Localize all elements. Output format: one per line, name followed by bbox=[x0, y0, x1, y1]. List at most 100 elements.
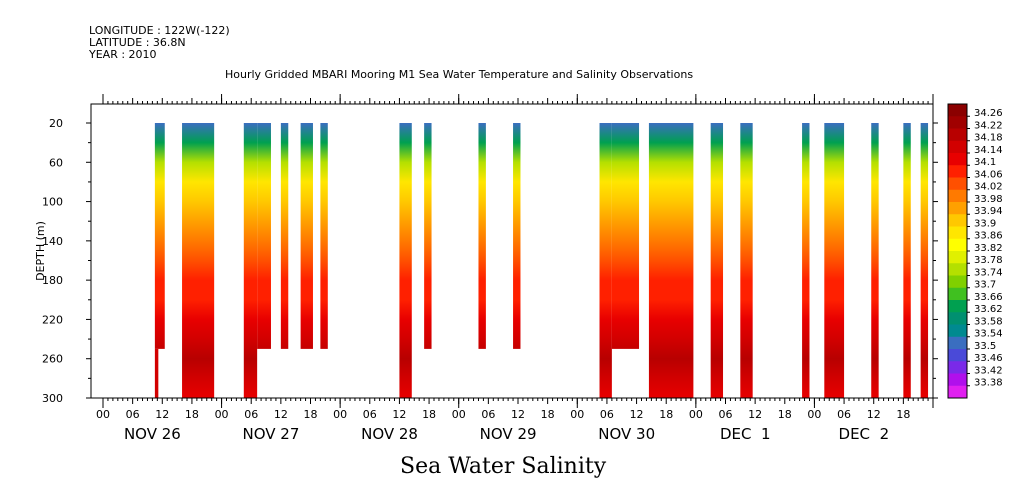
x-day-label: NOV 27 bbox=[243, 425, 300, 443]
colorbar-swatch bbox=[948, 153, 967, 166]
variable-title: Sea Water Salinity bbox=[400, 454, 607, 479]
x-hour-label: 12 bbox=[392, 408, 406, 421]
x-hour-label: 12 bbox=[630, 408, 644, 421]
colorbar-label: 33.5 bbox=[974, 341, 996, 352]
data-segment bbox=[871, 123, 879, 398]
colorbar-label: 33.46 bbox=[974, 353, 1003, 364]
colorbar-label: 33.54 bbox=[974, 329, 1003, 340]
data-segment bbox=[154, 123, 165, 349]
x-hour-label: 12 bbox=[155, 408, 169, 421]
data-segment bbox=[257, 123, 271, 349]
colorbar-label: 33.82 bbox=[974, 243, 1003, 254]
colorbar-swatch bbox=[948, 263, 967, 276]
colorbar-label: 33.86 bbox=[974, 231, 1003, 242]
x-hour-label: 00 bbox=[570, 408, 584, 421]
x-day-label: NOV 30 bbox=[598, 425, 655, 443]
colorbar-label: 34.02 bbox=[974, 182, 1003, 193]
colorbar-label: 33.74 bbox=[974, 267, 1003, 278]
x-hour-label: 06 bbox=[719, 408, 733, 421]
colorbar-swatch bbox=[948, 226, 967, 240]
colorbar-label: 34.22 bbox=[974, 120, 1003, 131]
colorbar-swatch bbox=[948, 177, 967, 191]
x-hour-label: 12 bbox=[274, 408, 288, 421]
colorbar-swatch bbox=[948, 300, 967, 313]
x-hour-label: 06 bbox=[363, 408, 377, 421]
y-tick-label: 300 bbox=[42, 392, 63, 405]
x-day-label: DEC 1 bbox=[720, 425, 771, 443]
data-segment bbox=[320, 123, 328, 349]
data-segment bbox=[399, 123, 412, 398]
x-hour-label: 18 bbox=[778, 408, 792, 421]
colorbar-swatch bbox=[948, 361, 967, 374]
x-hour-label: 06 bbox=[600, 408, 614, 421]
data-segment bbox=[648, 123, 694, 398]
y-axis-label: DEPTH (m) bbox=[34, 221, 47, 281]
colorbar-label: 34.14 bbox=[974, 145, 1003, 156]
x-axis: 00 06 12 18 00 06 12 18 00 06 12 18 00 06 12 18 00 06 12 18… bbox=[96, 94, 934, 443]
plot-frame bbox=[90, 103, 934, 399]
colorbar-swatch bbox=[948, 373, 967, 387]
data-segment bbox=[903, 123, 911, 398]
colorbar-label: 33.38 bbox=[974, 378, 1003, 389]
data-segment bbox=[513, 123, 521, 349]
x-hour-label: 18 bbox=[659, 408, 673, 421]
x-hour-label: 18 bbox=[185, 408, 199, 421]
y-tick-label: 20 bbox=[49, 117, 63, 130]
colorbar-swatch bbox=[948, 104, 967, 117]
x-hour-label: 00 bbox=[689, 408, 703, 421]
data-segment bbox=[599, 123, 612, 398]
x-hour-label: 12 bbox=[511, 408, 525, 421]
colorbar-label: 34.1 bbox=[974, 157, 996, 168]
colorbar-label: 33.58 bbox=[974, 316, 1003, 327]
y-tick-label: 60 bbox=[49, 156, 63, 169]
chart-title: Hourly Gridded MBARI Mooring M1 Sea Wate… bbox=[225, 68, 694, 81]
colorbar-swatch bbox=[948, 189, 967, 203]
x-hour-label: 06 bbox=[837, 408, 851, 421]
x-day-label: NOV 29 bbox=[480, 425, 537, 443]
y-tick-label: 180 bbox=[42, 274, 63, 287]
colorbar-swatch bbox=[948, 287, 967, 301]
x-hour-label: 00 bbox=[333, 408, 347, 421]
colorbar-swatch bbox=[948, 385, 967, 399]
year-label: YEAR : 2010 bbox=[89, 48, 157, 61]
x-hour-label: 18 bbox=[422, 408, 436, 421]
data-segment bbox=[182, 123, 215, 398]
x-hour-label: 06 bbox=[244, 408, 258, 421]
x-hour-label: 12 bbox=[748, 408, 762, 421]
colorbar-label: 33.62 bbox=[974, 304, 1003, 315]
data-segment-deep bbox=[154, 348, 159, 398]
data-segment bbox=[300, 123, 313, 349]
data-segment bbox=[824, 123, 845, 398]
plot-area bbox=[90, 103, 934, 399]
colorbar-label: 34.26 bbox=[974, 108, 1003, 119]
colorbar-label: 33.9 bbox=[974, 218, 996, 229]
colorbar-swatch bbox=[948, 336, 967, 350]
colorbar-swatch bbox=[948, 275, 967, 289]
x-day-label: NOV 26 bbox=[124, 425, 181, 443]
x-hour-label: 00 bbox=[807, 408, 821, 421]
x-hour-label: 00 bbox=[96, 408, 110, 421]
x-hour-label: 12 bbox=[867, 408, 881, 421]
colorbar-swatch bbox=[948, 349, 967, 362]
colorbar-label: 33.94 bbox=[974, 206, 1003, 217]
colorbar-label: 33.66 bbox=[974, 292, 1003, 303]
colorbar-swatch bbox=[948, 251, 967, 264]
colorbar: 34.2634.2234.1834.1434.134.0634.0233.983… bbox=[947, 103, 1003, 399]
y-tick-label: 140 bbox=[42, 235, 63, 248]
x-hour-label: 18 bbox=[304, 408, 318, 421]
data-segment bbox=[740, 123, 753, 398]
colorbar-label: 34.18 bbox=[974, 133, 1003, 144]
x-hour-label: 00 bbox=[215, 408, 229, 421]
data-segment bbox=[920, 123, 929, 398]
x-hour-label: 00 bbox=[452, 408, 466, 421]
x-day-label: DEC 2 bbox=[839, 425, 890, 443]
colorbar-label: 33.7 bbox=[974, 280, 996, 291]
x-hour-label: 06 bbox=[126, 408, 140, 421]
colorbar-swatch bbox=[948, 116, 967, 129]
colorbar-swatch bbox=[948, 324, 967, 338]
colorbar-swatch bbox=[948, 238, 967, 252]
colorbar-label: 33.98 bbox=[974, 194, 1003, 205]
y-tick-label: 100 bbox=[42, 196, 63, 209]
